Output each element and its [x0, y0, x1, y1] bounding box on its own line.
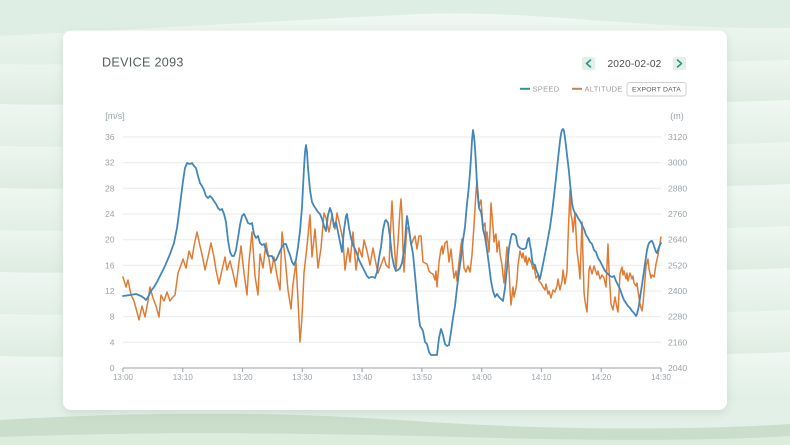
svg-text:13:20: 13:20	[233, 373, 254, 382]
svg-text:4: 4	[110, 337, 115, 347]
svg-text:2040: 2040	[668, 363, 687, 373]
svg-text:14:00: 14:00	[472, 373, 493, 382]
svg-text:20: 20	[105, 235, 115, 245]
svg-text:32: 32	[105, 158, 115, 168]
svg-text:3000: 3000	[668, 158, 687, 168]
svg-text:14:20: 14:20	[591, 373, 612, 382]
svg-text:DEVICE 2093: DEVICE 2093	[102, 56, 184, 70]
svg-text:0: 0	[110, 363, 115, 373]
svg-text:13:30: 13:30	[292, 373, 313, 382]
svg-text:16: 16	[105, 260, 115, 270]
svg-text:(m): (m)	[670, 111, 684, 121]
svg-text:[m/s]: [m/s]	[105, 111, 125, 121]
svg-text:28: 28	[105, 183, 115, 193]
svg-text:12: 12	[105, 286, 115, 296]
svg-text:8: 8	[110, 312, 115, 322]
svg-text:2760: 2760	[668, 209, 687, 219]
svg-text:2640: 2640	[668, 235, 687, 245]
svg-text:24: 24	[105, 209, 115, 219]
svg-text:2520: 2520	[668, 260, 687, 270]
svg-text:14:30: 14:30	[651, 373, 672, 382]
svg-text:2280: 2280	[668, 312, 687, 322]
svg-text:13:40: 13:40	[352, 373, 373, 382]
svg-text:13:10: 13:10	[173, 373, 194, 382]
svg-text:2400: 2400	[668, 286, 687, 296]
svg-text:14:10: 14:10	[531, 373, 552, 382]
svg-text:2020-02-02: 2020-02-02	[607, 59, 661, 70]
svg-text:36: 36	[105, 132, 115, 142]
svg-text:SPEED: SPEED	[533, 85, 560, 94]
svg-text:EXPORT DATA: EXPORT DATA	[632, 87, 681, 94]
svg-text:3120: 3120	[668, 132, 687, 142]
svg-text:2160: 2160	[668, 337, 687, 347]
svg-text:13:50: 13:50	[412, 373, 433, 382]
svg-text:ALTITUDE: ALTITUDE	[585, 85, 623, 94]
svg-text:13:00: 13:00	[113, 373, 134, 382]
svg-text:2880: 2880	[668, 183, 687, 193]
